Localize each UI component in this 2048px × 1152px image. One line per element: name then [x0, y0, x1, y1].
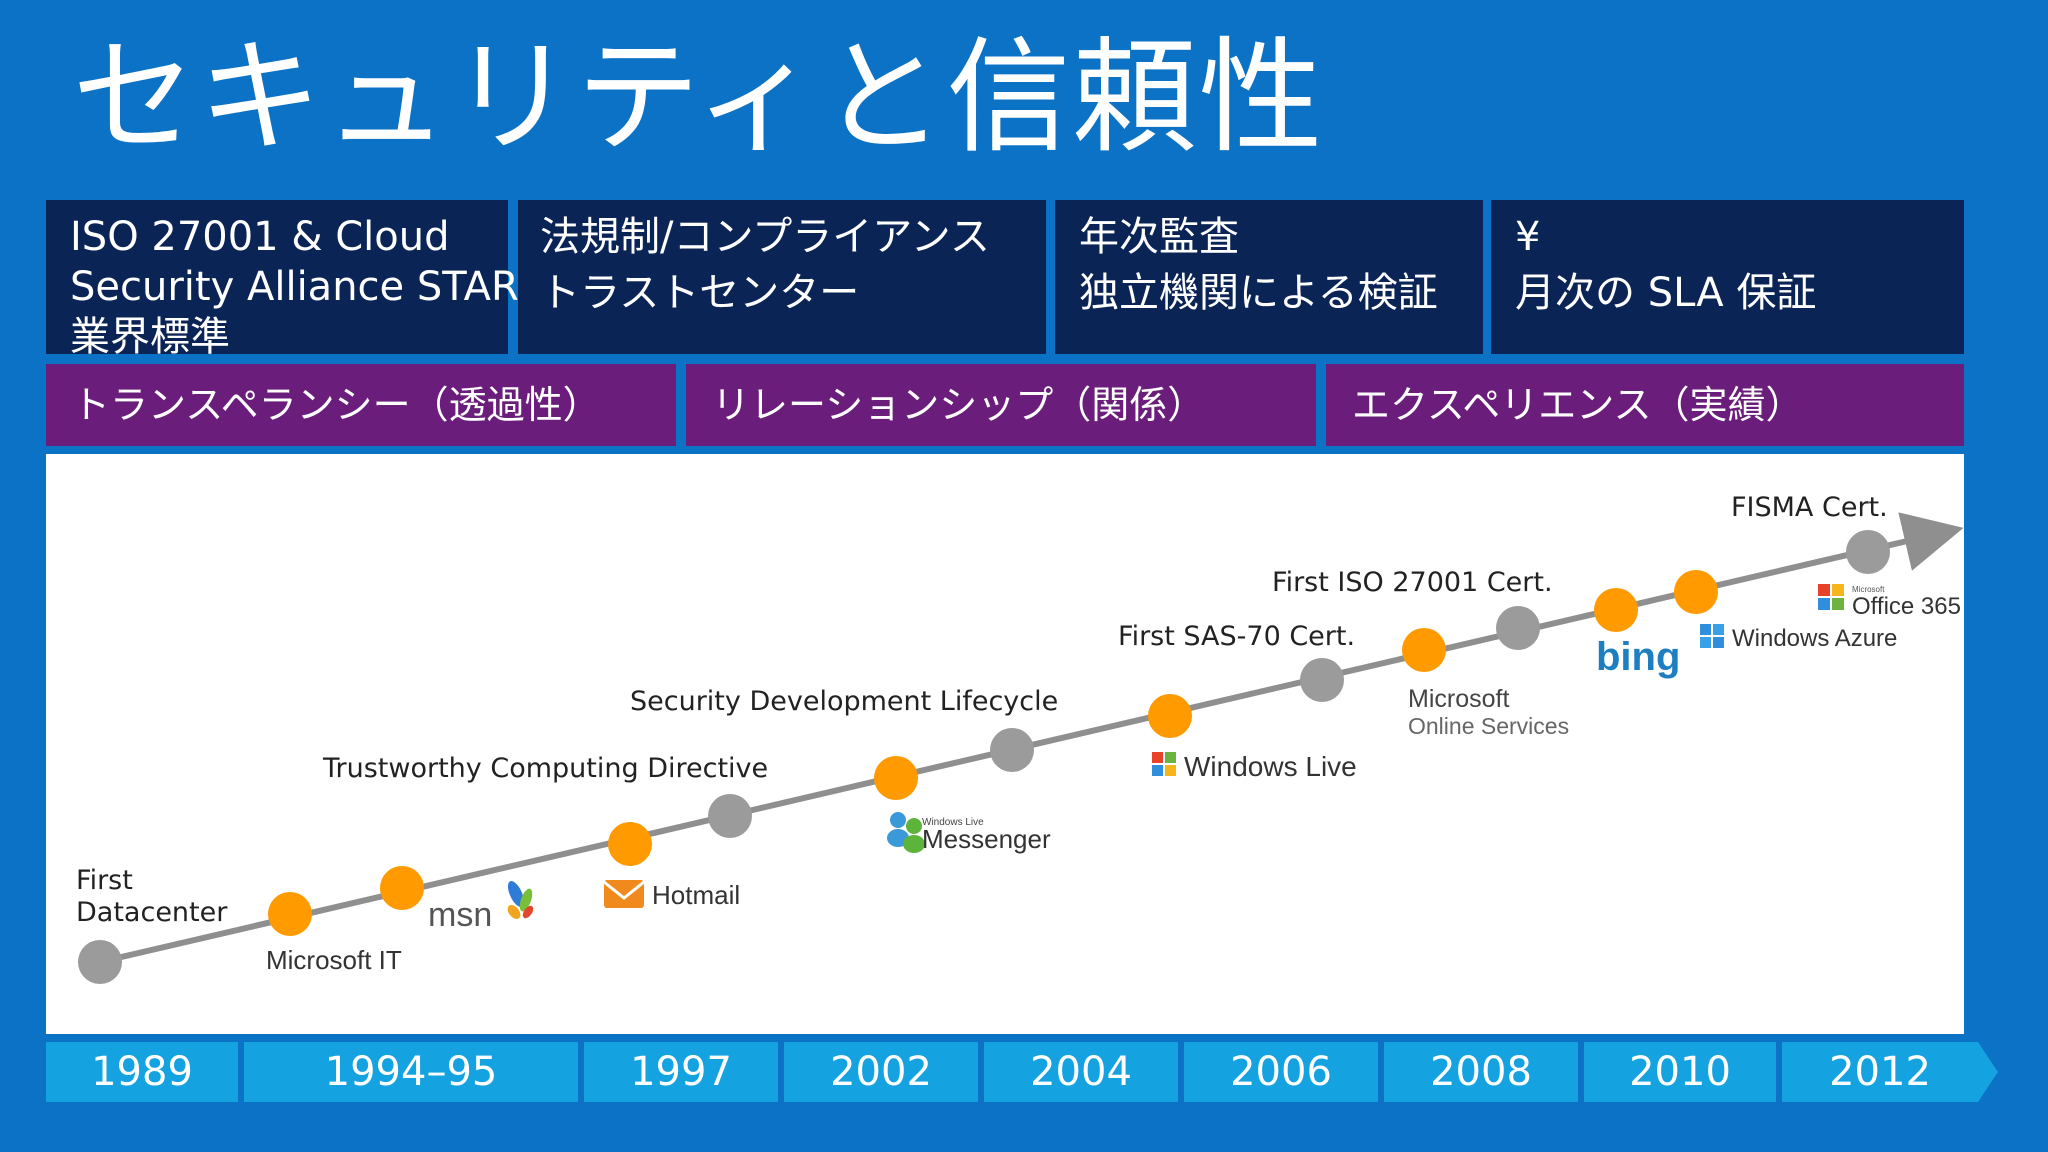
logo-microsoft-online-line2: Online Services [1408, 713, 1569, 739]
milestone-dot-orange [268, 892, 312, 936]
milestone-dot-gray [708, 794, 752, 838]
year-2010: 2010 [1584, 1042, 1776, 1102]
milestone-dot-orange [1674, 570, 1718, 614]
hotmail-envelope-icon [603, 880, 645, 908]
year-1989: 1989 [46, 1042, 238, 1102]
milestone-dot-orange [874, 756, 918, 800]
theme-relationship: リレーションシップ（関係） [686, 364, 1316, 446]
timeline-panel: First Datacenter Trustworthy Computing D… [46, 454, 1964, 1034]
year-2006: 2006 [1184, 1042, 1378, 1102]
logo-windows-live-text: Windows Live [1184, 751, 1357, 782]
logo-hotmail: Hotmail [603, 880, 740, 910]
milestone-trustworthy-computing: Trustworthy Computing Directive [322, 753, 768, 784]
pillar-industry-standards: ISO 27001 & Cloud Security Alliance STAR… [46, 200, 519, 360]
windows-flag-icon [1152, 752, 1176, 776]
theme-transparency: トランスペランシー（透過性） [46, 364, 676, 446]
logo-hotmail-text: Hotmail [652, 880, 740, 910]
pillar-annual-audit: 年次監査 独立機関による検証 [1055, 200, 1483, 354]
year-1997: 1997 [584, 1042, 778, 1102]
pillar-sla: ¥ 月次の SLA 保証 [1491, 200, 1964, 354]
milestone-dot-orange [1402, 628, 1446, 672]
milestone-dot-gray [1300, 658, 1344, 702]
milestone-iso27001: First ISO 27001 Cert. [1272, 567, 1553, 598]
pillar-line: 法規制/コンプライアンス [540, 214, 990, 260]
year-2008: 2008 [1384, 1042, 1578, 1102]
logo-msn-text: msn [428, 896, 492, 934]
milestone-dot-orange [608, 822, 652, 866]
logo-office365: Microsoft Office 365 [1818, 584, 1961, 620]
pillar-line: ISO 27001 & Cloud [70, 214, 450, 260]
logo-messenger-small: Windows Live [922, 817, 984, 828]
logo-messenger-text: Messenger [922, 824, 1051, 854]
page-title: セキュリティと信頼性 [72, 26, 1325, 170]
milestone-dot-gray [990, 728, 1034, 772]
logo-windows-live: Windows Live [1152, 751, 1357, 782]
pillar-line: 月次の SLA 保証 [1515, 270, 1817, 316]
year-bar-arrow-tip [1978, 1042, 1998, 1102]
pillar-compliance: 法規制/コンプライアンス トラストセンター [518, 200, 1046, 354]
milestone-sas70: First SAS-70 Cert. [1118, 621, 1355, 652]
milestone-dot-gray [78, 940, 122, 984]
pillar-line: 独立機関による検証 [1079, 270, 1438, 316]
milestone-dot-gray [1496, 606, 1540, 650]
msn-butterfly-icon [507, 881, 534, 919]
logo-messenger: Windows Live Messenger [887, 812, 1051, 854]
messenger-buddies-icon [887, 812, 925, 853]
year-2004: 2004 [984, 1042, 1178, 1102]
logo-microsoft-it: Microsoft IT [266, 945, 402, 975]
azure-flag-icon [1700, 624, 1724, 648]
milestone-sdl: Security Development Lifecycle [630, 686, 1058, 717]
milestone-first-datacenter-line1: First [76, 865, 133, 896]
logo-bing: bing [1596, 635, 1680, 679]
milestone-dot-orange [1148, 694, 1192, 738]
pillar-line: 業界標準 [70, 314, 230, 360]
year-2012: 2012 [1782, 1042, 1978, 1102]
milestone-dot-gray [1846, 530, 1890, 574]
year-2002: 2002 [784, 1042, 978, 1102]
theme-experience: エクスペリエンス（実績） [1326, 364, 1964, 446]
office-logo-icon [1818, 584, 1844, 610]
year-1994-95: 1994–95 [244, 1042, 578, 1102]
logo-windows-azure-text: Windows Azure [1732, 625, 1897, 652]
logo-windows-azure: Windows Azure [1700, 624, 1897, 652]
milestone-dot-orange [380, 866, 424, 910]
logo-office365-text: Office 365 [1852, 593, 1961, 620]
milestone-fisma: FISMA Cert. [1731, 492, 1888, 523]
pillar-line: トラストセンター [540, 270, 860, 316]
timeline-diagram: First Datacenter Trustworthy Computing D… [76, 492, 1964, 984]
milestone-dot-orange [1594, 588, 1638, 632]
pillar-line: ¥ [1515, 214, 1541, 260]
milestone-first-datacenter-line2: Datacenter [76, 897, 228, 928]
logo-msn: msn [428, 881, 534, 934]
logo-office-small: Microsoft [1852, 585, 1885, 594]
pillar-line: 年次監査 [1079, 214, 1239, 260]
logo-microsoft-online-line1: Microsoft [1408, 685, 1509, 713]
pillar-line: Security Alliance STAR [70, 264, 519, 310]
